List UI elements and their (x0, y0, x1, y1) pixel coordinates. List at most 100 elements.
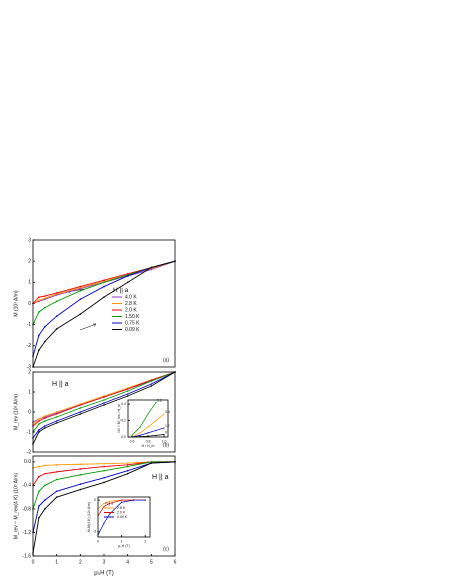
panel-label: (a) (163, 357, 169, 363)
data-point (79, 483, 82, 486)
data-point (103, 522, 105, 524)
data-point (103, 279, 105, 282)
data-point (79, 407, 82, 409)
data-point (139, 432, 141, 434)
series-line (32, 260, 176, 357)
data-point (103, 502, 105, 504)
data-point (55, 413, 58, 415)
y-tick-label: 2 (28, 258, 31, 264)
data-point (38, 516, 40, 519)
x-tick-label: 0.8 (146, 439, 151, 443)
data-point (163, 413, 165, 415)
data-point (79, 468, 82, 470)
data-point (55, 315, 58, 318)
data-point (44, 417, 46, 419)
legend-label: 0.75 K (125, 320, 140, 326)
legend-title: H || a (113, 287, 129, 294)
data-point (150, 385, 153, 387)
data-point (55, 328, 58, 330)
data-point (44, 295, 46, 297)
y-tick-label: -0.8 (22, 506, 31, 512)
data-point (126, 275, 129, 277)
panel-label: (c) (163, 546, 169, 552)
y-tick-label: 0.2 (121, 418, 126, 422)
data-point (38, 465, 40, 468)
data-point (150, 462, 153, 464)
data-point (132, 499, 135, 501)
data-point (44, 297, 46, 300)
data-point (38, 431, 40, 433)
field-label: H || a (52, 381, 69, 388)
x-axis-label: μ₀H (T) (94, 571, 114, 577)
data-point (38, 475, 40, 478)
y-tick-label: -0.4 (22, 483, 31, 489)
y-tick-label: -2 (27, 449, 32, 455)
data-point (44, 427, 46, 429)
data-point (109, 500, 111, 502)
data-point (38, 349, 40, 351)
series-line (131, 402, 157, 436)
data-point (38, 423, 40, 425)
x-axis-label: H / H_m (142, 444, 155, 448)
data-point (55, 300, 58, 303)
data-point (55, 478, 58, 481)
legend-label: 0.09 K (125, 327, 140, 333)
series-label: 1.7 (165, 424, 170, 428)
data-point (126, 390, 129, 392)
y-axis-label: M_rev (10³ A/m) (13, 394, 19, 430)
x-tick-label: 2 (79, 559, 82, 565)
plot-frame (32, 239, 176, 368)
data-point (163, 427, 165, 429)
data-point (38, 429, 40, 431)
data-point (155, 429, 157, 432)
data-point (131, 434, 133, 436)
panel-label: (b) (163, 442, 169, 448)
data-point (44, 425, 46, 427)
series-line (32, 260, 176, 325)
data-point (79, 488, 82, 491)
data-point (126, 465, 129, 468)
field-label: H || a (152, 474, 169, 481)
data-point (139, 434, 141, 436)
data-point (44, 325, 46, 328)
y-tick-label: 0 (28, 409, 31, 415)
data-point (55, 420, 58, 422)
data-point (103, 469, 105, 472)
x-tick-label: 6 (174, 559, 177, 565)
data-point (103, 462, 105, 465)
data-point (38, 490, 40, 493)
data-point (44, 508, 46, 510)
y-tick-label: -1.6 (22, 553, 31, 559)
data-point (55, 496, 58, 498)
data-point (144, 499, 146, 501)
legend-title: H || a (105, 501, 113, 505)
y-axis-label: 10² × M_rev / H_m (117, 404, 121, 433)
data-point (126, 393, 129, 395)
y-tick-label: 1 (28, 389, 31, 395)
x-tick-label: 0.6 (130, 439, 135, 443)
data-point (79, 404, 82, 406)
data-point (150, 266, 153, 269)
data-point (109, 513, 111, 515)
data-point (147, 435, 149, 437)
x-tick-label: 0 (32, 559, 35, 565)
y-tick-label: 0.0 (24, 459, 31, 465)
legend-label: 4.0 K (125, 294, 137, 300)
data-point (38, 420, 40, 422)
data-point (79, 463, 82, 466)
data-point (79, 285, 82, 288)
data-point (121, 501, 123, 503)
x-tick-label: 1.0 (162, 439, 167, 443)
y-tick-label: -1.2 (22, 530, 31, 536)
data-point (147, 432, 149, 434)
y-tick-label: -1 (27, 322, 32, 328)
y-axis-label: M_rev − M_rev(4 K) (10³ A/m) (13, 473, 19, 540)
plot-frame (97, 496, 151, 538)
data-point (44, 340, 46, 343)
data-point (38, 505, 40, 507)
data-point (155, 434, 157, 436)
plot-frame (32, 455, 176, 557)
y-tick-label: 2 (28, 369, 31, 375)
y-tick-label: -3 (93, 530, 96, 534)
